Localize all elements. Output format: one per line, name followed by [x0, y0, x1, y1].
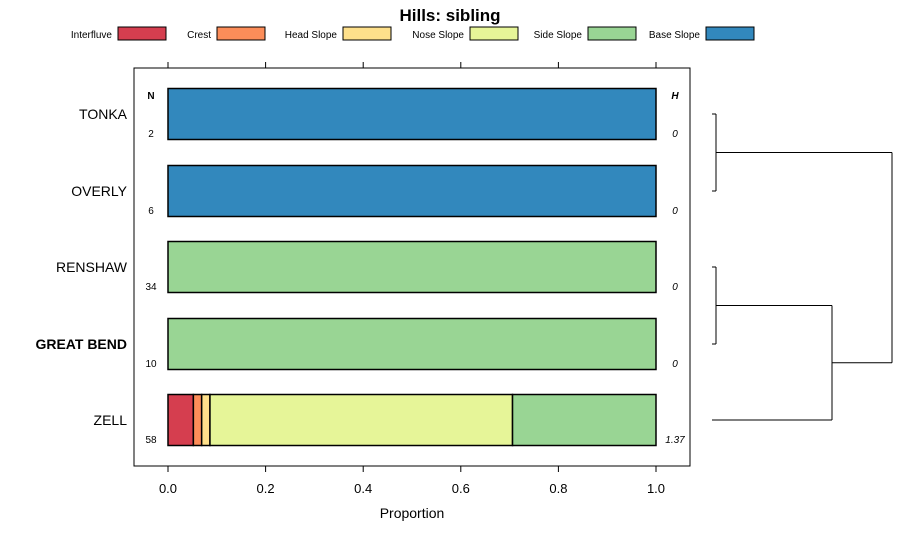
legend-label-0: Interfluve — [71, 30, 113, 41]
legend-swatch-1 — [216, 26, 266, 41]
legend-swatch-5 — [705, 26, 755, 41]
legend-label-4: Side Slope — [534, 30, 583, 41]
n-value: 34 — [145, 282, 157, 293]
x-tick-label: 0.0 — [159, 481, 177, 496]
h-value: 1.37 — [665, 435, 685, 446]
legend-label-2: Head Slope — [285, 30, 338, 41]
bar-segment-side-slope — [167, 240, 657, 294]
x-tick-label: 0.8 — [549, 481, 567, 496]
row-label: GREAT BEND — [35, 336, 127, 352]
x-tick-label: 0.6 — [452, 481, 470, 496]
n-header: N — [147, 91, 154, 102]
x-tick-label: 1.0 — [647, 481, 665, 496]
n-value: 2 — [148, 129, 154, 140]
h-value: 0 — [672, 206, 678, 217]
legend-swatch-0 — [117, 26, 167, 41]
bar-segment-head-slope — [200, 393, 211, 447]
bar-segment-crest — [192, 393, 203, 447]
row-label: ZELL — [94, 412, 128, 428]
legend-label-1: Crest — [187, 30, 211, 41]
h-value: 0 — [672, 359, 678, 370]
row-label: OVERLY — [71, 183, 127, 199]
legend-label-3: Nose Slope — [412, 30, 464, 41]
n-value: 10 — [145, 359, 157, 370]
bar-segment-side-slope — [511, 393, 657, 447]
plot-panel — [133, 67, 691, 467]
n-value: 58 — [145, 435, 157, 446]
bar-segment-nose-slope — [209, 393, 514, 447]
bar-segment-interfluve — [167, 393, 195, 447]
row-label: RENSHAW — [56, 259, 128, 275]
legend-swatch-2 — [342, 26, 392, 41]
h-value: 0 — [672, 129, 678, 140]
h-header: H — [671, 91, 679, 102]
legend-swatch-4 — [587, 26, 637, 41]
row-label: TONKA — [79, 106, 128, 122]
legend-label-5: Base Slope — [649, 30, 701, 41]
bar-segment-base-slope — [167, 164, 657, 218]
legend-swatch-3 — [469, 26, 519, 41]
bar-segment-side-slope — [167, 317, 657, 371]
x-tick-label: 0.4 — [354, 481, 372, 496]
x-tick-label: 0.2 — [257, 481, 275, 496]
h-value: 0 — [672, 282, 678, 293]
chart-title: Hills: sibling — [399, 6, 500, 25]
n-value: 6 — [148, 206, 154, 217]
bar-segment-base-slope — [167, 87, 657, 141]
x-axis-title: Proportion — [380, 505, 445, 521]
